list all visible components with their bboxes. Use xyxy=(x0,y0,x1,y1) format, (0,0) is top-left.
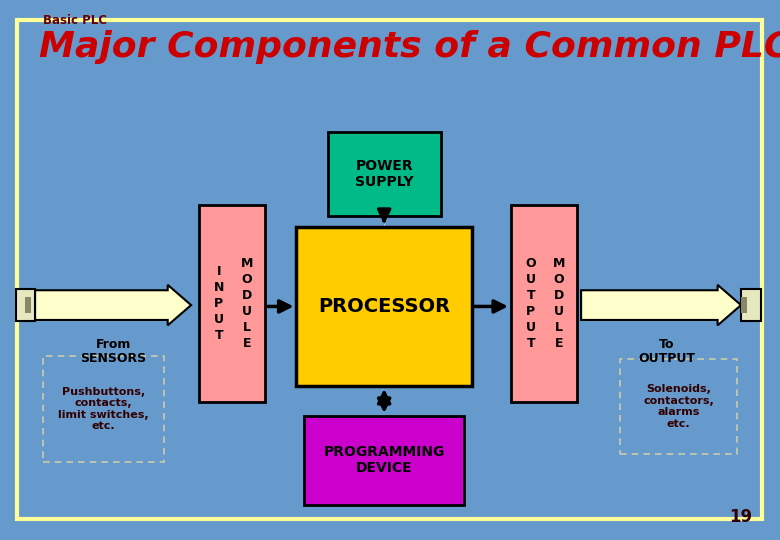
Text: I
N
P
U
T: I N P U T xyxy=(214,265,224,342)
Bar xyxy=(16,289,35,321)
Text: Pushbuttons,
contacts,
limit switches,
etc.: Pushbuttons, contacts, limit switches, e… xyxy=(58,387,149,431)
FancyArrow shape xyxy=(581,285,741,325)
Text: From
SENSORS: From SENSORS xyxy=(80,338,146,366)
Bar xyxy=(199,205,265,402)
Text: 19: 19 xyxy=(729,509,753,526)
Bar xyxy=(304,416,464,505)
Text: Major Components of a Common PLC: Major Components of a Common PLC xyxy=(39,30,780,64)
Bar xyxy=(511,205,577,402)
Bar xyxy=(741,297,746,313)
Text: To
OUTPUT: To OUTPUT xyxy=(638,338,696,366)
Bar xyxy=(296,227,472,386)
Text: POWER
SUPPLY: POWER SUPPLY xyxy=(355,159,413,189)
Text: M
O
D
U
L
E: M O D U L E xyxy=(552,257,565,350)
Bar xyxy=(741,289,760,321)
Text: Solenoids,
contactors,
alarms
etc.: Solenoids, contactors, alarms etc. xyxy=(644,384,714,429)
FancyArrow shape xyxy=(35,285,191,325)
Text: PROGRAMMING
DEVICE: PROGRAMMING DEVICE xyxy=(324,446,445,475)
Bar xyxy=(328,132,441,216)
Bar xyxy=(25,297,31,313)
Text: O
U
T
P
U
T: O U T P U T xyxy=(526,257,536,350)
Text: M
O
D
U
L
E: M O D U L E xyxy=(240,257,253,350)
Text: Basic PLC: Basic PLC xyxy=(43,14,107,26)
Text: PROCESSOR: PROCESSOR xyxy=(318,297,450,316)
